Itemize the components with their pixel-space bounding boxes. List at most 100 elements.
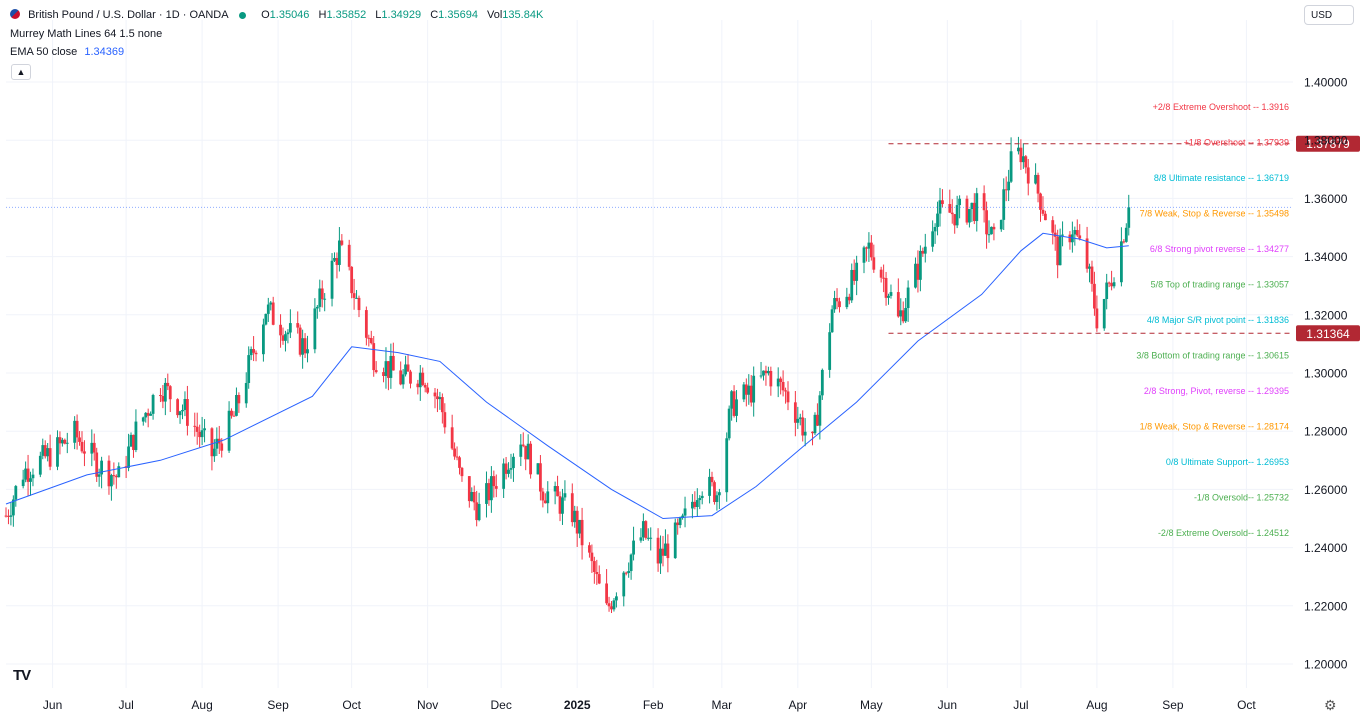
candle-body xyxy=(713,482,716,503)
candle-body xyxy=(1039,193,1042,210)
indicator-murrey[interactable]: Murrey Math Lines 64 1.5 none xyxy=(10,28,162,40)
candle-body xyxy=(610,606,613,610)
candle-body xyxy=(1110,283,1113,287)
candle-body xyxy=(990,226,993,235)
candle-body xyxy=(855,262,859,281)
candle-body xyxy=(865,247,868,249)
candle-body xyxy=(656,537,660,564)
candle-body xyxy=(725,438,729,493)
candle-body xyxy=(1127,207,1131,228)
candle-body xyxy=(161,396,165,402)
candle-body xyxy=(301,338,305,355)
candle-body xyxy=(1004,189,1008,191)
candle-body xyxy=(487,483,491,501)
collapse-legend-button[interactable]: ▲ xyxy=(11,64,31,80)
x-tick-label: Feb xyxy=(643,698,664,712)
candle-body xyxy=(83,451,86,454)
candle-body xyxy=(421,372,425,385)
candle-body xyxy=(210,428,214,457)
y-tick-label: 1.32000 xyxy=(1304,308,1348,322)
candle-body xyxy=(262,324,265,355)
candle-body xyxy=(215,438,219,449)
candle-body xyxy=(355,297,358,299)
candle-body xyxy=(151,394,155,414)
candle-body xyxy=(695,500,699,507)
y-tick-label: 1.28000 xyxy=(1304,425,1348,439)
candle-body xyxy=(666,543,670,559)
candle-body xyxy=(539,463,542,492)
x-tick-label: Jun xyxy=(938,698,957,712)
candle-body xyxy=(475,502,479,521)
candle-body xyxy=(1105,282,1109,300)
candle-body xyxy=(852,269,856,281)
x-tick-label: Nov xyxy=(417,698,438,712)
price-badge-label: 1.31364 xyxy=(1306,327,1350,341)
x-tick-label: Jul xyxy=(1013,698,1028,712)
candle-body xyxy=(509,468,513,470)
candle-body xyxy=(1068,234,1072,243)
candle-body xyxy=(833,298,836,310)
candle-body xyxy=(717,492,721,496)
volume-value: 135.84K xyxy=(502,9,544,21)
candle-body xyxy=(43,445,47,457)
murrey-line-label: 1/8 Weak, Stop & Reverse -- 1.28174 xyxy=(1140,422,1289,432)
candle-body xyxy=(144,412,148,418)
candle-body xyxy=(764,370,768,374)
candle-body xyxy=(529,443,533,475)
candle-body xyxy=(644,521,648,538)
murrey-line-label: -1/8 Oversold-- 1.25732 xyxy=(1194,493,1289,503)
candle-body xyxy=(134,421,138,451)
murrey-line-label: 0/8 Ultimate Support-- 1.26953 xyxy=(1166,457,1289,467)
candle-body xyxy=(7,515,10,517)
candle-body xyxy=(391,355,395,371)
candle-body xyxy=(78,437,81,442)
price-badge xyxy=(1296,325,1360,342)
x-tick-label: Aug xyxy=(191,698,212,712)
candle-body xyxy=(931,231,935,247)
candle-body xyxy=(369,338,373,344)
candle-body xyxy=(553,486,557,492)
murrey-line-label: 6/8 Strong pivot reverse -- 1.34277 xyxy=(1150,244,1289,254)
gear-icon[interactable]: ⚙ xyxy=(1324,697,1337,713)
candle-body xyxy=(676,522,680,526)
currency-value: USD xyxy=(1311,10,1333,21)
y-tick-label: 1.26000 xyxy=(1304,483,1348,497)
symbol-title[interactable]: British Pound / U.S. Dollar · 1D · OANDA xyxy=(28,9,228,21)
candle-body xyxy=(850,269,854,301)
candle-body xyxy=(244,383,248,404)
candle-body xyxy=(578,519,582,534)
candle-body xyxy=(512,456,515,469)
candle-body xyxy=(1061,234,1064,236)
candle-body xyxy=(24,468,28,480)
candle-body xyxy=(936,213,939,227)
candle-body xyxy=(266,304,270,314)
ema-line xyxy=(5,232,1129,520)
y-tick-label: 1.40000 xyxy=(1304,76,1348,90)
candle-body xyxy=(747,385,751,395)
candle-body xyxy=(357,297,361,311)
candle-body xyxy=(575,510,579,534)
candle-body xyxy=(4,515,8,517)
candle-body xyxy=(779,378,783,382)
candle-body xyxy=(828,332,832,370)
murrey-line-label: +1/8 Overshoot -- 1.37939 xyxy=(1184,137,1289,147)
x-tick-label: Dec xyxy=(491,698,512,712)
candle-body xyxy=(776,378,780,387)
candle-body xyxy=(715,495,719,503)
candle-body xyxy=(796,418,800,423)
candle-body xyxy=(65,442,69,444)
candle-body xyxy=(798,417,802,419)
candle-body xyxy=(364,310,368,338)
indicator-ema[interactable]: EMA 50 close 1.34369 xyxy=(10,46,124,58)
currency-select[interactable]: USD xyxy=(1304,5,1354,25)
candle-body xyxy=(766,370,770,374)
candle-body xyxy=(597,574,601,584)
candle-body xyxy=(159,394,162,397)
candle-body xyxy=(641,521,645,538)
candle-body xyxy=(416,383,420,388)
candle-body xyxy=(168,386,172,400)
candle-body xyxy=(1058,235,1062,266)
candle-body xyxy=(781,381,785,391)
candle-body xyxy=(678,517,682,526)
